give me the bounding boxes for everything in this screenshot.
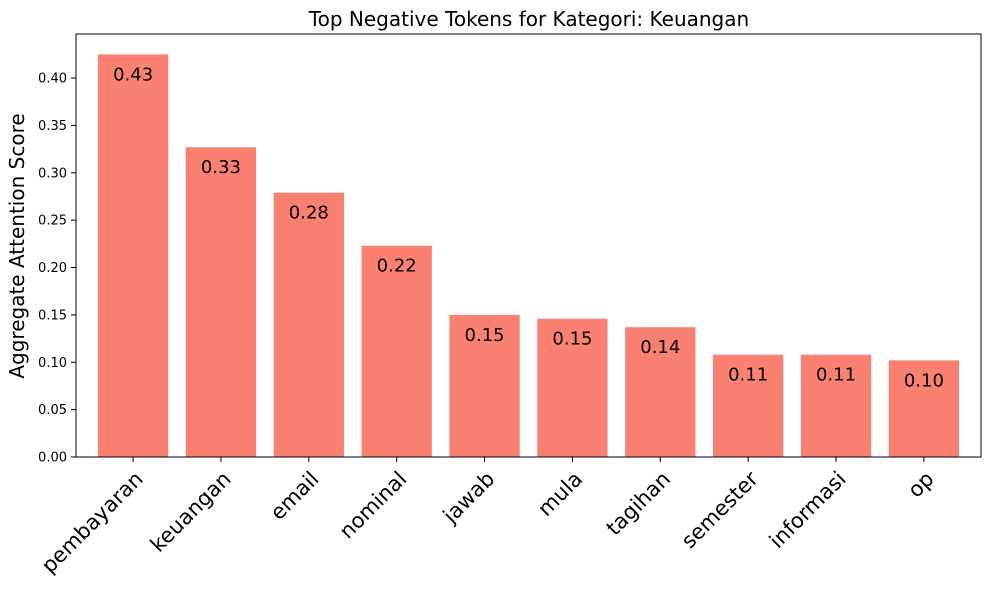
y-tick-label: 0.25 — [38, 214, 67, 229]
bar-keuangan — [185, 147, 257, 458]
data-label-jawab: 0.15 — [465, 325, 505, 346]
bar-informasi — [800, 354, 872, 457]
y-tick-label: 0.15 — [38, 308, 67, 323]
bar-jawab — [449, 314, 520, 457]
y-axis: 0.00 0.05 0.10 0.15 0.20 0.25 0.30 0.35 0.40 — [38, 72, 76, 466]
x-tick-label-pembayaran: pembayaran — [37, 467, 148, 578]
bar-pembayaran — [97, 54, 169, 458]
y-axis-label: Aggregate Attention Score — [5, 113, 29, 378]
bar-tagihan — [625, 327, 696, 457]
x-tick-label-informasi: informasi — [765, 467, 851, 553]
data-label-informasi: 0.11 — [816, 365, 856, 386]
y-tick-label: 0.40 — [38, 72, 67, 87]
x-tick-label-keuangan: keuangan — [146, 467, 236, 557]
x-tick-label-semester: semester — [677, 467, 764, 554]
x-tick-label-tagihan: tagihan — [602, 467, 675, 540]
plot-frame — [75, 33, 982, 458]
data-label-mula: 0.15 — [552, 329, 592, 350]
y-tick-label: 0.20 — [38, 261, 67, 276]
data-label-email: 0.28 — [289, 203, 329, 224]
data-labels-group: 0.43 0.33 0.28 0.22 0.15 0.15 0.14 0.11 0.11 0.10 — [113, 64, 944, 391]
bar-semester — [713, 354, 784, 457]
data-label-pembayaran: 0.43 — [113, 64, 153, 85]
data-label-semester: 0.11 — [728, 365, 768, 386]
chart-title: Top Negative Tokens for Kategori: Keuang… — [308, 7, 749, 31]
bar-op — [888, 360, 960, 457]
data-label-nominal: 0.22 — [377, 256, 417, 277]
x-tick-label-email: email — [266, 467, 324, 525]
bar-nominal — [361, 245, 432, 457]
bar-email — [273, 192, 344, 457]
y-tick-label: 0.05 — [38, 403, 67, 418]
x-tick-label-op: op — [903, 467, 938, 502]
data-label-keuangan: 0.33 — [201, 157, 241, 178]
bars-group — [97, 54, 960, 458]
y-tick-label: 0.30 — [38, 166, 67, 181]
y-tick-label: 0.10 — [38, 356, 67, 371]
x-tick-label-mula: mula — [533, 467, 587, 521]
y-tick-label: 0.35 — [38, 119, 67, 134]
y-tick-label: 0.00 — [38, 451, 67, 466]
data-label-tagihan: 0.14 — [640, 337, 680, 358]
x-tick-label-jawab: jawab — [438, 467, 500, 529]
data-label-op: 0.10 — [904, 370, 944, 391]
x-tick-label-nominal: nominal — [335, 467, 412, 544]
bar-mula — [537, 318, 608, 457]
